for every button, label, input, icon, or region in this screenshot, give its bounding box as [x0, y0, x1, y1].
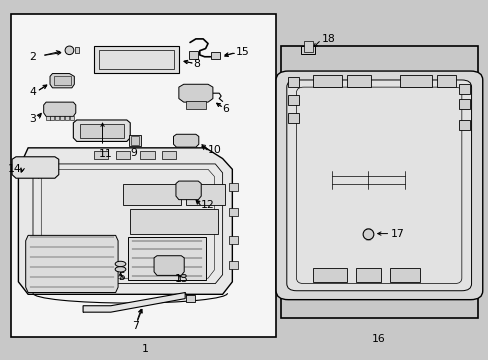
Bar — [50, 116, 54, 120]
Polygon shape — [26, 235, 118, 293]
Ellipse shape — [115, 267, 125, 272]
Bar — [94, 46, 179, 73]
Bar — [228, 261, 237, 269]
Bar — [162, 152, 176, 159]
Bar — [60, 116, 64, 120]
Text: 12: 12 — [201, 200, 214, 210]
Text: 6: 6 — [222, 104, 229, 113]
Polygon shape — [173, 134, 199, 147]
Bar — [281, 46, 477, 318]
Bar — [129, 135, 141, 146]
Bar — [228, 208, 237, 216]
Bar — [458, 84, 469, 94]
FancyBboxPatch shape — [276, 71, 482, 300]
Bar — [287, 77, 298, 87]
Text: 4: 4 — [29, 87, 36, 98]
Text: 3: 3 — [29, 114, 36, 124]
Text: 5: 5 — [118, 272, 125, 282]
Bar — [228, 237, 237, 244]
Text: 14: 14 — [8, 164, 22, 174]
Text: 13: 13 — [174, 274, 188, 284]
Bar — [130, 208, 217, 234]
Ellipse shape — [115, 261, 125, 267]
Polygon shape — [50, 73, 74, 88]
Bar — [94, 152, 108, 159]
Text: 8: 8 — [193, 59, 200, 69]
Bar — [140, 152, 154, 159]
Bar — [301, 46, 314, 54]
FancyBboxPatch shape — [286, 80, 470, 291]
Bar — [211, 52, 220, 59]
Bar — [186, 102, 205, 109]
Bar — [127, 237, 205, 280]
Bar — [99, 50, 174, 69]
Bar — [45, 116, 49, 120]
Bar — [399, 75, 431, 87]
Bar — [228, 183, 237, 191]
Bar — [189, 51, 198, 59]
Text: 11: 11 — [99, 149, 113, 159]
Bar — [436, 75, 455, 87]
Text: 9: 9 — [130, 148, 137, 158]
Text: 7: 7 — [131, 321, 138, 331]
Text: 16: 16 — [370, 334, 384, 344]
Bar — [186, 184, 224, 205]
Bar — [458, 99, 469, 109]
Bar — [287, 113, 298, 123]
Bar — [303, 41, 312, 52]
Polygon shape — [83, 293, 185, 312]
Bar — [287, 95, 298, 105]
Polygon shape — [154, 256, 184, 275]
Bar — [54, 76, 71, 85]
Polygon shape — [19, 148, 232, 294]
Polygon shape — [73, 120, 130, 141]
Bar — [70, 116, 74, 120]
Bar — [458, 120, 469, 130]
Bar — [389, 267, 419, 282]
Bar — [80, 123, 123, 138]
Text: 1: 1 — [141, 343, 148, 354]
Bar — [312, 75, 341, 87]
Bar — [55, 116, 59, 120]
Text: 2: 2 — [29, 52, 36, 62]
Bar — [11, 14, 276, 337]
Text: 10: 10 — [207, 145, 222, 156]
Polygon shape — [12, 157, 59, 178]
Polygon shape — [43, 102, 76, 116]
Bar — [312, 267, 346, 282]
Bar — [131, 136, 139, 145]
Bar — [186, 295, 195, 302]
Polygon shape — [176, 181, 201, 200]
Bar — [65, 116, 69, 120]
Bar — [75, 48, 79, 53]
Ellipse shape — [65, 46, 74, 55]
Bar — [116, 152, 130, 159]
Bar — [356, 267, 380, 282]
Bar — [346, 75, 370, 87]
Text: 18: 18 — [321, 33, 334, 44]
Text: 15: 15 — [235, 47, 249, 57]
Ellipse shape — [363, 229, 373, 240]
Bar — [122, 184, 181, 205]
Polygon shape — [179, 84, 212, 102]
Text: 17: 17 — [389, 229, 403, 239]
